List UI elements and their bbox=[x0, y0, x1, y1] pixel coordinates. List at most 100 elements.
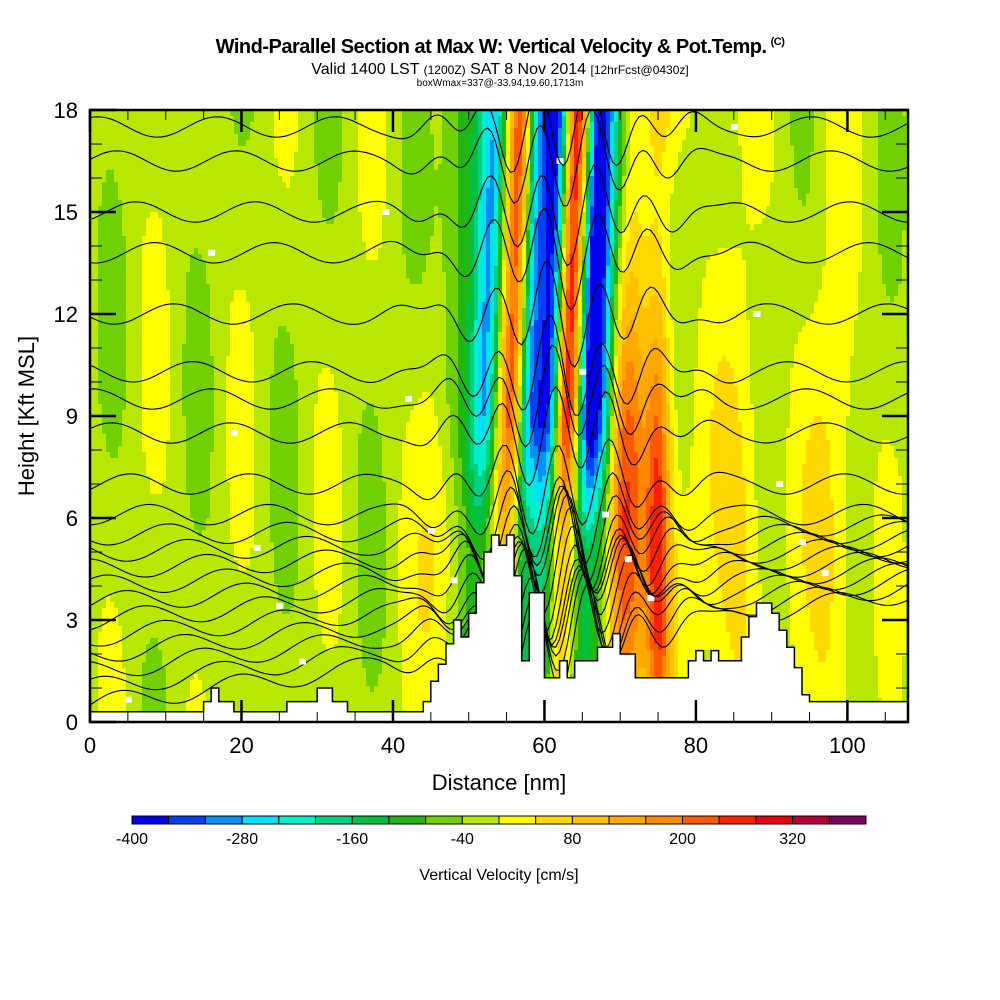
field-cell bbox=[158, 494, 162, 650]
field-cell bbox=[738, 146, 742, 248]
field-cell bbox=[554, 500, 558, 668]
field-cell bbox=[326, 224, 330, 368]
field-cell bbox=[550, 602, 554, 704]
colorbar-segment bbox=[461, 815, 500, 825]
field-cell bbox=[646, 236, 650, 308]
field-cell bbox=[182, 110, 186, 344]
contour-label-box bbox=[276, 602, 284, 609]
field-cell bbox=[514, 350, 518, 398]
field-cell bbox=[618, 134, 622, 206]
field-cell bbox=[518, 422, 522, 476]
field-cell bbox=[582, 110, 586, 134]
field-cell bbox=[438, 164, 442, 218]
field-cell bbox=[558, 254, 562, 284]
contour-label-box bbox=[579, 368, 587, 375]
field-cell bbox=[542, 524, 546, 548]
field-cell bbox=[618, 248, 622, 284]
field-cell bbox=[554, 404, 558, 428]
field-cell bbox=[822, 662, 826, 722]
field-cell bbox=[546, 404, 550, 434]
colorbar-labels: -400 -280 -160 -40 80 200 320 bbox=[116, 831, 806, 848]
field-cell bbox=[186, 494, 190, 698]
field-cell bbox=[418, 284, 422, 398]
colorbar bbox=[131, 815, 867, 825]
colorbar-segment bbox=[204, 815, 243, 825]
field-cell bbox=[230, 116, 234, 302]
field-cell bbox=[766, 206, 770, 692]
field-cell bbox=[606, 416, 610, 440]
field-cell bbox=[822, 266, 826, 422]
field-cell bbox=[370, 404, 374, 692]
field-cell bbox=[118, 110, 122, 200]
field-cell bbox=[654, 644, 658, 692]
field-cell bbox=[566, 134, 570, 158]
field-cell bbox=[466, 110, 470, 302]
field-cell bbox=[802, 110, 806, 206]
field-cell bbox=[182, 344, 186, 416]
field-cell bbox=[618, 110, 622, 134]
field-cell bbox=[506, 506, 510, 548]
field-cell bbox=[154, 110, 158, 212]
field-cell bbox=[666, 128, 670, 338]
field-cell bbox=[574, 362, 578, 398]
y-tick-label: 18 bbox=[54, 98, 78, 123]
field-cell bbox=[626, 284, 630, 326]
field-cell bbox=[890, 302, 894, 446]
field-cell bbox=[470, 110, 474, 134]
field-cell bbox=[646, 356, 650, 410]
field-cell bbox=[538, 212, 542, 380]
field-cell bbox=[450, 458, 454, 722]
field-cell bbox=[662, 278, 666, 338]
field-cell bbox=[278, 326, 282, 602]
field-cell bbox=[634, 566, 638, 632]
field-cell bbox=[630, 218, 634, 272]
field-cell bbox=[494, 428, 498, 470]
field-cell bbox=[510, 110, 514, 128]
field-cell bbox=[410, 284, 414, 410]
field-cell bbox=[138, 110, 142, 722]
field-cell bbox=[806, 320, 810, 440]
field-cell bbox=[646, 572, 650, 650]
field-cell bbox=[650, 146, 654, 224]
field-cell bbox=[814, 110, 818, 302]
field-cell bbox=[578, 122, 582, 164]
field-cell bbox=[678, 152, 682, 470]
field-cell bbox=[678, 470, 682, 722]
field-cell bbox=[722, 356, 726, 608]
field-cell bbox=[538, 380, 542, 428]
field-cell bbox=[530, 326, 534, 392]
field-cell bbox=[526, 470, 530, 506]
field-cell bbox=[170, 110, 174, 722]
field-cell bbox=[638, 350, 642, 410]
field-cell bbox=[486, 464, 490, 494]
field-cell bbox=[558, 230, 562, 254]
field-cell bbox=[618, 428, 622, 482]
field-cell bbox=[374, 110, 378, 260]
field-cell bbox=[634, 110, 638, 212]
theta-contour-line bbox=[90, 438, 908, 535]
field-cell bbox=[162, 110, 166, 242]
field-cell bbox=[610, 338, 614, 380]
copyright-mark: (C) bbox=[770, 36, 785, 48]
field-cell bbox=[442, 272, 446, 482]
field-cell bbox=[870, 110, 874, 722]
field-cell bbox=[614, 122, 618, 200]
field-cell bbox=[366, 110, 370, 260]
colorbar-segment bbox=[571, 815, 610, 825]
field-cell bbox=[558, 362, 562, 386]
field-cell bbox=[130, 110, 134, 722]
field-cell bbox=[250, 110, 254, 122]
field-cell bbox=[330, 374, 334, 650]
field-cell bbox=[454, 506, 458, 626]
field-cell bbox=[814, 416, 818, 650]
field-cell bbox=[214, 110, 218, 722]
field-cell bbox=[106, 110, 110, 170]
field-cell bbox=[430, 236, 434, 398]
field-cell bbox=[546, 452, 550, 476]
field-cell bbox=[126, 110, 130, 722]
field-cell bbox=[730, 110, 734, 248]
field-cell bbox=[654, 416, 658, 458]
contour-label-box bbox=[427, 527, 435, 534]
field-cell bbox=[654, 296, 658, 338]
